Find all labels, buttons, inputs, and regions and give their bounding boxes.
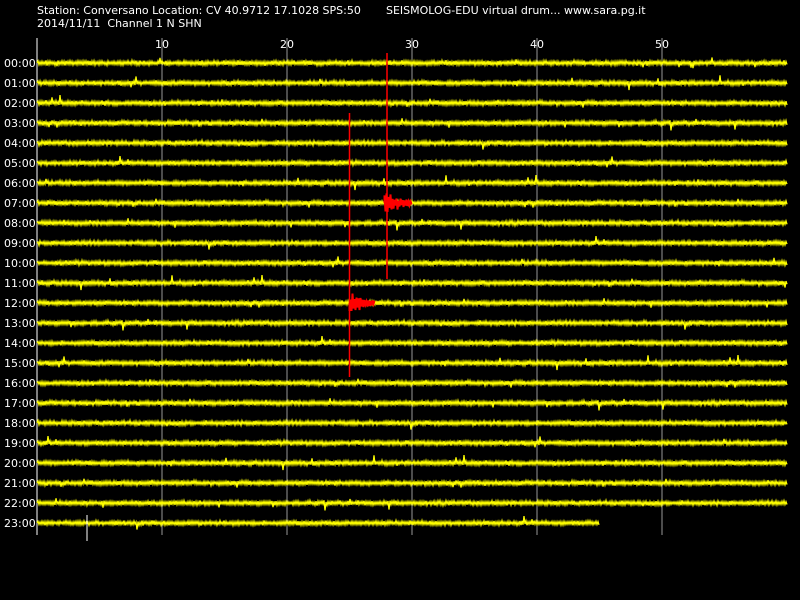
hour-label-05:00: 05:00: [4, 157, 36, 170]
trace-05:00: [36, 156, 788, 168]
hour-label-22:00: 22:00: [4, 497, 36, 510]
trace-00:00: [36, 57, 788, 69]
date-channel-info: 2014/11/11 Channel 1 N SHN: [37, 17, 202, 30]
trace-18:00: [36, 417, 788, 430]
trace-15:00: [36, 355, 788, 371]
trace-08:00: [36, 217, 788, 231]
trace-01:00: [36, 75, 788, 91]
drum-title: SEISMOLOG-EDU virtual drum... www.sara.p…: [386, 4, 646, 17]
trace-13:00: [36, 317, 788, 331]
trace-12:00: [36, 298, 788, 308]
trace-20:00: [36, 455, 788, 471]
x-tick-label-20: 20: [280, 38, 294, 51]
trace-09:00: [36, 236, 788, 250]
station-info: Station: Conversano Location: CV 40.9712…: [37, 4, 361, 17]
hour-label-04:00: 04:00: [4, 137, 36, 150]
hour-labels: 00:00 01:00 02:00 03:00 04:00 05:00 06:00 07:00…: [4, 57, 36, 530]
hour-label-07:00: 07:00: [4, 197, 36, 210]
hour-label-02:00: 02:00: [4, 97, 36, 110]
x-tick-label-40: 40: [530, 38, 544, 51]
hour-label-23:00: 23:00: [4, 517, 36, 530]
trace-14:00: [36, 336, 788, 348]
hour-label-12:00: 12:00: [4, 297, 36, 310]
hour-label-09:00: 09:00: [4, 237, 36, 250]
trace-23:00: [36, 516, 600, 530]
trace-04:00: [36, 137, 788, 150]
trace-10:00: [36, 256, 788, 268]
hour-label-14:00: 14:00: [4, 337, 36, 350]
hour-label-18:00: 18:00: [4, 417, 36, 430]
hour-label-11:00: 11:00: [4, 277, 36, 290]
hour-label-10:00: 10:00: [4, 257, 36, 270]
hour-label-08:00: 08:00: [4, 217, 36, 230]
hour-label-16:00: 16:00: [4, 377, 36, 390]
event-markers: [348, 53, 413, 377]
trace-22:00: [36, 497, 788, 511]
trace-06:00: [36, 175, 788, 191]
trace-21:00: [36, 477, 788, 489]
trace-11:00: [36, 275, 788, 291]
minute-tick-labels: 10 20 30 40 50: [155, 38, 669, 51]
trace-17:00: [36, 397, 788, 411]
hour-label-15:00: 15:00: [4, 357, 36, 370]
hour-label-13:00: 13:00: [4, 317, 36, 330]
trace-07:00: [36, 197, 788, 209]
trace-03:00: [36, 117, 788, 131]
hour-label-20:00: 20:00: [4, 457, 36, 470]
hour-label-17:00: 17:00: [4, 397, 36, 410]
trace-16:00: [36, 377, 788, 389]
trace-19:00: [36, 436, 788, 448]
hour-label-01:00: 01:00: [4, 77, 36, 90]
x-tick-label-10: 10: [155, 38, 169, 51]
x-tick-label-30: 30: [405, 38, 419, 51]
hour-label-03:00: 03:00: [4, 117, 36, 130]
x-tick-label-50: 50: [655, 38, 669, 51]
hour-label-19:00: 19:00: [4, 437, 36, 450]
hour-label-06:00: 06:00: [4, 177, 36, 190]
hour-label-21:00: 21:00: [4, 477, 36, 490]
trace-02:00: [36, 95, 788, 109]
hour-label-00:00: 00:00: [4, 57, 36, 70]
seismic-traces: [36, 57, 788, 541]
